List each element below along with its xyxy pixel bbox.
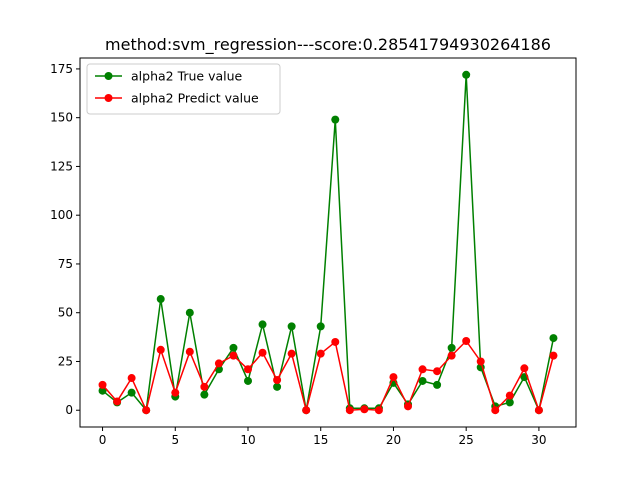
data-point [98, 386, 107, 395]
x-tick-label: 25 [459, 433, 474, 447]
data-point [505, 391, 514, 400]
data-point [360, 405, 369, 414]
data-point [316, 349, 325, 358]
data-point [171, 388, 180, 397]
data-point [229, 343, 238, 352]
data-point [447, 351, 456, 360]
legend-box [86, 63, 281, 115]
legend-label: alpha2 True value [131, 69, 243, 84]
data-point [374, 406, 383, 415]
data-point [98, 380, 107, 389]
legend: alpha2 True value alpha2 Predict value [86, 63, 281, 115]
data-point [258, 348, 267, 357]
data-point [244, 376, 252, 385]
data-point [244, 365, 252, 374]
data-point [200, 382, 209, 391]
chart-title: method:svm_regression---score:0.28541794… [105, 35, 551, 55]
series-line [102, 74, 555, 413]
data-point [156, 345, 165, 354]
data-point [505, 398, 514, 407]
y-tick-label: 25 [58, 354, 73, 368]
data-point [214, 359, 223, 368]
data-point [462, 70, 471, 79]
data-point [331, 115, 340, 124]
y-tick-label: 150 [50, 111, 73, 125]
series-2 [98, 336, 558, 415]
data-point [287, 322, 296, 331]
data-point [127, 388, 136, 397]
data-point [200, 390, 209, 399]
data-point [273, 375, 282, 384]
data-point [404, 402, 412, 411]
y-tick-label: 100 [50, 208, 73, 222]
data-point [302, 406, 311, 415]
data-point [185, 347, 194, 356]
plot-area [80, 58, 576, 427]
data-point [433, 367, 442, 376]
data-point [418, 376, 427, 385]
x-tick-label: 20 [386, 433, 401, 447]
data-point [316, 322, 325, 331]
data-point [389, 373, 398, 382]
data-point [491, 406, 500, 415]
y-tick-label: 175 [50, 62, 73, 76]
y-tick-label: 50 [58, 306, 73, 320]
y-tick-label: 75 [58, 257, 73, 271]
x-tick-label: 30 [531, 433, 546, 447]
data-point [229, 351, 238, 360]
y-tick-label: 0 [65, 403, 73, 417]
data-point [462, 336, 471, 345]
data-point [345, 406, 354, 415]
legend-swatch-marker [104, 72, 113, 80]
data-point [258, 320, 267, 329]
legend-swatch-marker [104, 94, 113, 102]
data-point [520, 364, 529, 373]
data-point [549, 334, 558, 343]
data-point [476, 357, 485, 366]
data-point [127, 374, 136, 383]
y-tick-label: 125 [50, 159, 73, 173]
x-tick-label: 0 [99, 433, 107, 447]
data-point [273, 382, 282, 391]
data-point [331, 337, 340, 346]
x-tick-label: 10 [240, 433, 255, 447]
series-line [101, 339, 555, 413]
x-tick-label: 5 [171, 433, 179, 447]
plot-frame [79, 57, 577, 428]
data-point [287, 349, 296, 358]
data-point [447, 343, 456, 352]
data-point [142, 406, 151, 415]
data-point [534, 406, 543, 415]
data-point [418, 365, 427, 374]
data-point [549, 351, 558, 360]
data-point [113, 397, 122, 406]
data-point [185, 308, 194, 317]
x-tick-label: 15 [313, 433, 328, 447]
data-point [433, 380, 442, 389]
legend-label: alpha2 Predict value [131, 91, 259, 106]
data-point [156, 295, 165, 304]
